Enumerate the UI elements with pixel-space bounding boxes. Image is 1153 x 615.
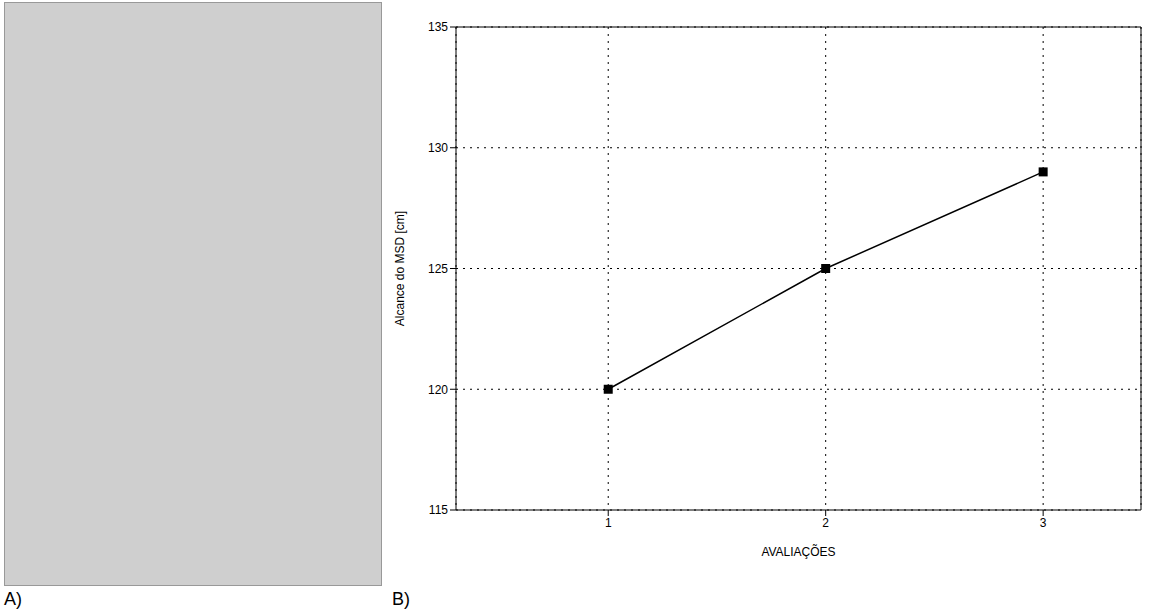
svg-text:115: 115 [429, 503, 448, 517]
svg-text:3: 3 [1040, 516, 1047, 530]
svg-text:125: 125 [428, 262, 448, 276]
svg-text:Alcance do MSD [cm]: Alcance do MSD [cm] [393, 211, 407, 326]
svg-text:130: 130 [428, 141, 448, 155]
svg-text:120: 120 [428, 383, 448, 397]
svg-text:AVALIAÇÕES: AVALIAÇÕES [761, 544, 835, 559]
html-text:B): B) [392, 589, 410, 609]
svg-text:1: 1 [605, 516, 612, 530]
svg-text:135: 135 [428, 20, 448, 34]
html-text:A): A) [4, 589, 22, 609]
svg-text:2: 2 [822, 516, 829, 530]
